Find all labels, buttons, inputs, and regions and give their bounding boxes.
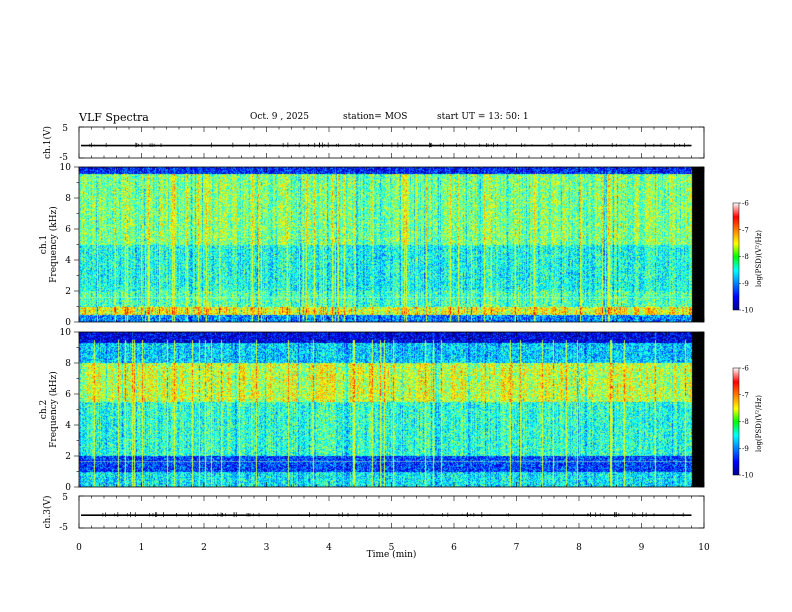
ch2-spec-ytick-label: 6 xyxy=(65,390,71,400)
ch1-spec-colorbar-tick-label: -9 xyxy=(742,280,749,288)
plot-title: VLF Spectra xyxy=(79,111,149,124)
ch1-spec-ytick-label: 8 xyxy=(65,194,71,204)
xtick-label: 1 xyxy=(139,543,145,553)
ch2-spec-colorbar-tick-label: -8 xyxy=(742,418,749,426)
ch3-wave-ytick-label: 5 xyxy=(62,493,68,503)
xtick-label: 0 xyxy=(76,543,82,553)
ch2-spec-ytick-label: 8 xyxy=(65,359,71,369)
ch2-spec-colorbar-tick-label: -10 xyxy=(742,472,753,480)
start-prefix: start UT = xyxy=(437,112,489,122)
xtick-label: 9 xyxy=(639,543,645,553)
ch2-spec-ytick-label: 0 xyxy=(65,483,71,493)
xtick-label: 8 xyxy=(576,543,582,553)
ch1-spec-ytick-label: 0 xyxy=(65,318,71,328)
ch1-wave-panel: 5 -5 ch.1(V) xyxy=(42,124,704,163)
ch2-spec-colorbar-tick-label: -6 xyxy=(742,365,749,373)
ch1-spec-ytick-label: 10 xyxy=(60,163,72,173)
ch2-spec-colorbar-tick-label: -9 xyxy=(742,445,749,453)
xtick-label: 6 xyxy=(451,543,457,553)
ch2-spec-ylabel-freq: Frequency (kHz) xyxy=(48,371,59,448)
ch2-spec-colorbar-tick-label: -7 xyxy=(742,391,749,399)
ch3-wave-panel: 5 -5 ch.3(V) xyxy=(42,493,704,533)
station-label: station= MOS xyxy=(343,112,408,122)
ch1-spec-heatmap xyxy=(79,167,704,322)
ch1-spec-colorbar-tick-label: -8 xyxy=(742,253,749,261)
xtick-label: 3 xyxy=(264,543,270,553)
ch1-spec-colorbar-tick-label: -6 xyxy=(742,200,749,208)
ch2-spec-axis: 0 2 4 6 8 10 ch.2 Frequency (kHz) xyxy=(39,328,704,493)
date-label: Oct. 9 , 2025 xyxy=(250,112,309,122)
ch2-spec-ylabel-channel: ch.2 xyxy=(39,400,49,419)
xtick-label: 10 xyxy=(698,543,710,553)
ch1-spec-ytick-label: 2 xyxy=(65,287,71,297)
ch1-spec-colorbar-tick-label: -10 xyxy=(742,307,753,315)
ch1-spec-colorbar-label: log(PSD)(V²/Hz) xyxy=(755,230,763,287)
ch3-wave-ytick-label: -5 xyxy=(59,523,68,533)
xtick-label: 2 xyxy=(201,543,207,553)
ch2-spec-colorbar xyxy=(732,367,740,476)
xtick-label: 4 xyxy=(326,543,332,553)
ch1-wave-ytick-label: 5 xyxy=(62,124,68,134)
ch2-spec-heatmap-host xyxy=(79,332,704,487)
xtick-label: 7 xyxy=(514,543,520,553)
ch2-spec-heatmap xyxy=(79,332,704,487)
ch2-spec-ytick-label: 2 xyxy=(65,452,71,462)
ch1-wave-ylabel: ch.1(V) xyxy=(42,126,53,159)
ch2-spec-ytick-label: 10 xyxy=(60,328,72,338)
ch1-spec-ylabel-freq: Frequency (kHz) xyxy=(48,206,59,283)
start-time-label: start UT = 13: 50: 1 xyxy=(437,112,529,122)
x-axis-label: Time (min) xyxy=(367,549,417,560)
ch1-spec-colorbar-tick-label: -7 xyxy=(742,226,749,234)
ch1-spec-axis: 0 2 4 6 8 10 ch.1 Frequency (kHz) xyxy=(39,163,704,328)
ch2-spec-colorbar-label: log(PSD)(V²/Hz) xyxy=(755,395,763,452)
xtick-label: 5 xyxy=(389,543,395,553)
ch1-spec-ytick-label: 6 xyxy=(65,225,71,235)
ch1-spec-ylabel-channel: ch.1 xyxy=(39,235,49,254)
ch2-spec-ytick-label: 4 xyxy=(65,421,71,431)
start-time-value: 13: 50: 1 xyxy=(488,112,529,122)
ch1-spec-ytick-label: 4 xyxy=(65,256,71,266)
ch1-spec-heatmap-host xyxy=(79,167,704,322)
ch1-wave-ytick-label: -5 xyxy=(59,153,68,163)
ch1-spec-colorbar xyxy=(732,202,740,311)
ch3-wave-ylabel: ch.3(V) xyxy=(42,496,53,529)
